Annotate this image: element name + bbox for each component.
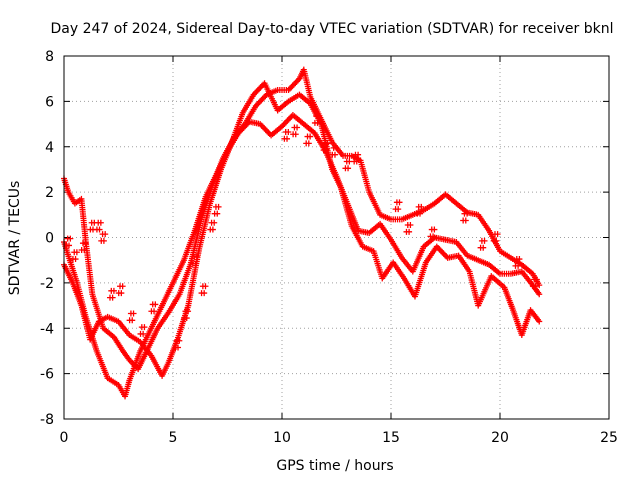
data-point [533,276,540,283]
y-tick-label: -4 [40,321,54,337]
data-point [81,246,88,253]
data-point [201,290,208,297]
axis-ticks: 0 5 10 15 20 25 -8 -6 -4 -2 0 2 4 6 8 [40,49,618,446]
y-tick-label: 4 [45,140,54,156]
data-point [129,317,136,324]
data-point [140,330,147,337]
data-point [314,119,321,126]
data-point [480,244,487,251]
data-point [185,308,192,315]
data-point [416,210,423,217]
y-tick-label: 8 [45,49,54,65]
data-point [97,219,104,226]
data-point [215,203,222,210]
data-point [406,228,413,235]
data-point [305,140,312,147]
data-point [96,226,103,233]
data-point [307,133,314,140]
data-point [72,256,79,263]
x-tick-label: 5 [169,430,178,446]
y-tick-label: 6 [45,94,54,110]
data-point [202,283,209,290]
data-point [151,308,158,315]
data-point [396,199,403,206]
data-point [152,301,159,308]
data-point [516,256,523,263]
data-point [395,206,402,213]
data-point [66,242,73,249]
data-point [294,124,301,131]
data-point [515,262,522,269]
data-point [333,144,340,151]
data-point [214,210,221,217]
data-point [462,217,469,224]
data-point [331,151,338,158]
data-point [353,158,360,165]
data-point [430,233,437,240]
data-point [119,283,126,290]
data-point [211,219,218,226]
series-track-c [61,80,543,379]
data-point [209,226,216,233]
data-point [109,294,116,301]
y-axis-label: SDTVAR / TECUs [7,181,23,296]
data-point [193,253,200,260]
data-points [61,66,543,400]
series-fragments [63,113,540,351]
data-point [130,310,137,317]
x-tick-label: 0 [60,430,69,446]
data-point [345,165,352,172]
data-point [481,237,488,244]
x-tick-label: 10 [273,430,291,446]
grid-lines [64,56,609,419]
data-point [464,210,471,217]
data-point [110,287,117,294]
data-point [355,151,362,158]
data-point [183,315,190,322]
data-point [493,237,500,244]
series-track-b [61,111,543,400]
y-tick-label: -8 [40,412,54,428]
data-point [73,249,80,256]
data-point [532,283,539,290]
data-point [418,203,425,210]
data-point [292,131,299,138]
y-tick-label: 2 [45,185,54,201]
x-tick-label: 25 [600,430,618,446]
data-point [82,240,89,247]
data-point [176,337,183,344]
y-tick-label: -2 [40,276,54,292]
data-point [67,235,74,242]
y-tick-label: -6 [40,367,54,383]
data-point [192,260,199,267]
plot-frame [63,55,610,420]
data-point [536,318,543,325]
data-point [102,231,109,238]
x-tick-label: 20 [491,430,509,446]
data-point [141,324,148,331]
data-point [323,147,330,154]
data-point [315,113,322,120]
data-point [536,282,543,289]
data-point [284,135,291,142]
data-point [118,290,125,297]
chart-title: Day 247 of 2024, Sidereal Day-to-day VTE… [51,21,614,37]
data-point [324,140,331,147]
data-point [175,344,182,351]
x-tick-label: 15 [382,430,400,446]
y-tick-label: 0 [45,231,54,247]
series-track-a [61,66,543,373]
data-point [100,237,107,244]
data-point [536,291,543,298]
data-point [407,222,414,229]
x-axis-label: GPS time / hours [276,458,393,474]
data-point [494,231,501,238]
data-point [431,226,438,233]
data-point [285,129,292,136]
